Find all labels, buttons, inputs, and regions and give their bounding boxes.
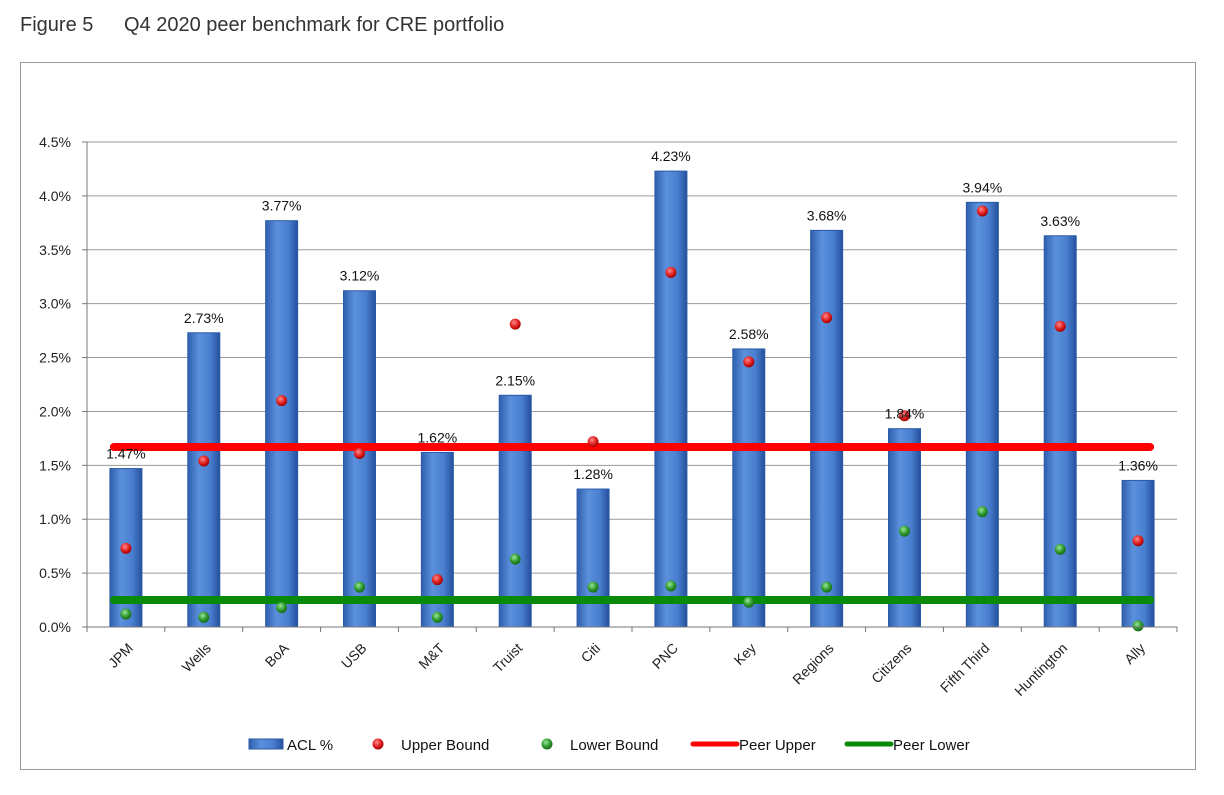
upper-bound-point <box>587 436 599 448</box>
lower-bound-point <box>743 596 755 608</box>
upper-bound-point <box>1054 320 1066 332</box>
legend-label-peer-upper: Peer Upper <box>739 737 816 754</box>
bar-huntington <box>1043 235 1077 628</box>
y-tick-label: 4.0% <box>39 188 71 204</box>
bar-ally <box>1121 479 1155 628</box>
data-label: 1.47% <box>106 446 146 462</box>
upper-bound-point <box>198 455 210 467</box>
figure-title: Q4 2020 peer benchmark for CRE portfolio <box>124 14 505 36</box>
x-category-label: Regions <box>789 640 837 688</box>
x-category-label: Key <box>731 640 759 668</box>
x-category-label: Ally <box>1121 640 1148 667</box>
upper-bound-point <box>976 205 988 217</box>
lower-bound-point <box>431 611 443 623</box>
lower-bound-point <box>276 602 288 614</box>
x-category-label: BoA <box>262 639 292 669</box>
bar-fifth-third <box>965 201 999 628</box>
upper-bound-point <box>431 574 443 586</box>
upper-bound-point <box>276 395 288 407</box>
x-category-label: Truist <box>490 640 526 676</box>
lower-bound-point <box>1132 620 1144 632</box>
y-tick-label: 3.5% <box>39 242 71 258</box>
legend-label-upper-bound: Upper Bound <box>401 737 489 754</box>
data-label: 2.15% <box>495 372 535 388</box>
upper-bound-point <box>509 318 521 330</box>
y-tick-label: 0.5% <box>39 565 71 581</box>
bar-pnc <box>654 170 688 628</box>
lower-bound-point <box>354 581 365 593</box>
upper-bound-point <box>354 447 365 459</box>
y-tick-label: 1.0% <box>39 511 71 527</box>
bar-truist <box>498 394 532 628</box>
bar-regions <box>810 229 844 628</box>
y-tick-label: 4.5% <box>39 134 71 150</box>
bar-boa <box>265 220 299 628</box>
lower-bound-point <box>120 608 132 620</box>
data-label: 1.62% <box>418 429 458 445</box>
chart-frame: 1.47% 2.73% 3.77% 3.12% 1.62% 2.15% 1.28% 4.23%… <box>20 62 1196 770</box>
x-category-label: Fifth Third <box>937 640 993 696</box>
lower-bound-point <box>821 581 833 593</box>
upper-bound-point <box>821 312 833 324</box>
y-tick-label: 1.5% <box>39 457 71 473</box>
lower-bound-point <box>587 581 599 593</box>
y-tick-label: 2.0% <box>39 403 71 419</box>
figure-number: Figure 5 <box>20 14 94 36</box>
lower-bound-point <box>976 506 988 518</box>
upper-bound-point <box>899 410 910 422</box>
data-label: 1.84% <box>885 406 925 422</box>
legend-label-lower-bound: Lower Bound <box>570 737 658 754</box>
x-category-label: PNC <box>649 640 681 672</box>
data-label: 3.94% <box>963 179 1003 195</box>
bar-key <box>732 348 766 628</box>
data-label: 4.23% <box>651 148 691 164</box>
legend-swatch-lower-bound <box>541 738 553 750</box>
lower-bound-point <box>1054 543 1066 555</box>
legend-label-acl: ACL % <box>287 737 333 754</box>
data-label: 3.77% <box>262 198 302 214</box>
figure-header: Figure 5 Q4 2020 peer benchmark for CRE p… <box>20 14 504 37</box>
x-category-label: Wells <box>179 640 214 675</box>
x-category-label: Citizens <box>868 640 915 687</box>
data-label: 2.58% <box>729 326 769 342</box>
y-tick-label: 2.5% <box>39 350 71 366</box>
x-category-label: Huntington <box>1011 640 1070 699</box>
data-label: 1.36% <box>1118 457 1158 473</box>
x-category-label: JPM <box>105 640 136 671</box>
x-category-label: M&T <box>415 639 448 672</box>
x-category-label: Citi <box>578 640 604 666</box>
upper-bound-point <box>120 542 132 554</box>
y-tick-label: 0.0% <box>39 619 71 635</box>
upper-bound-point <box>1132 535 1144 547</box>
x-category-label: USB <box>338 640 370 672</box>
lower-bound-point <box>665 580 677 592</box>
legend-label-peer-lower: Peer Lower <box>893 737 970 754</box>
lower-bound-point <box>899 525 910 537</box>
lower-bound-point <box>509 553 521 565</box>
bar-wells <box>187 332 221 628</box>
legend-swatch-upper-bound <box>372 738 384 750</box>
y-tick-label: 3.0% <box>39 296 71 312</box>
cre-peer-benchmark-chart: 1.47% 2.73% 3.77% 3.12% 1.62% 2.15% 1.28% 4.23%… <box>39 134 1178 754</box>
upper-bound-point <box>665 266 677 278</box>
data-label: 3.68% <box>807 207 847 223</box>
legend-swatch-acl <box>248 738 284 750</box>
data-label: 2.73% <box>184 310 224 326</box>
lower-bound-point <box>198 611 210 623</box>
data-label: 3.12% <box>340 268 380 284</box>
data-label: 1.28% <box>573 466 613 482</box>
upper-bound-point <box>743 356 755 368</box>
data-label: 3.63% <box>1040 213 1080 229</box>
bar-citi <box>576 488 610 628</box>
